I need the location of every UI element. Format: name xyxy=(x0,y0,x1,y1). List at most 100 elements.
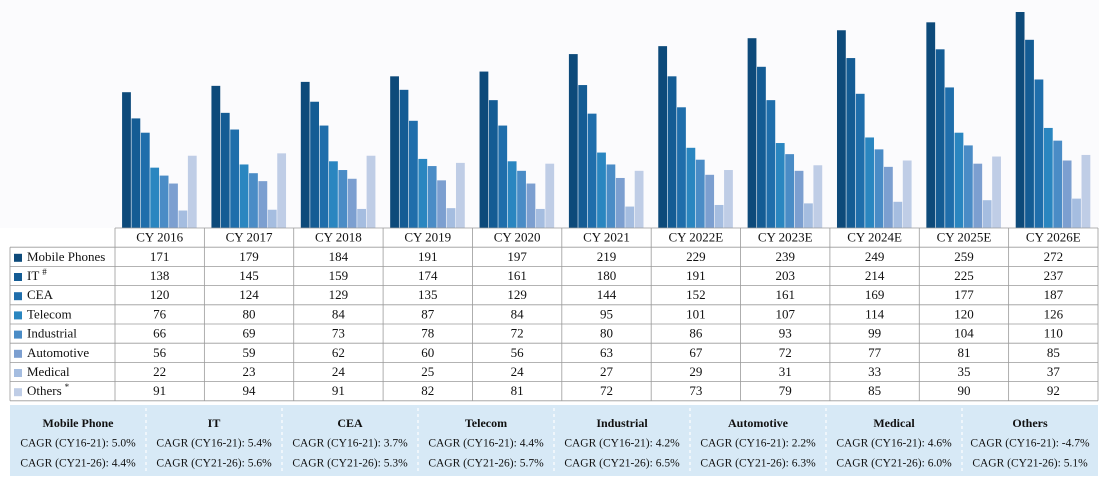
bar xyxy=(319,125,329,228)
table-value: 94 xyxy=(243,383,257,398)
table-value: 138 xyxy=(150,268,170,283)
cagr-line: CAGR (CY16-21): -4.7% xyxy=(970,438,1090,450)
legend-label: Others * xyxy=(27,382,70,398)
cagr-title: Automotive xyxy=(728,416,789,430)
legend-swatch xyxy=(14,330,22,339)
table-value: 144 xyxy=(597,287,617,302)
table-value: 35 xyxy=(957,364,970,379)
bar xyxy=(140,132,150,228)
table-value: 81 xyxy=(511,383,524,398)
bar xyxy=(945,87,954,228)
bar xyxy=(427,166,437,228)
cagr-title: Industrial xyxy=(596,416,648,430)
bar xyxy=(954,132,964,228)
bar xyxy=(357,208,367,228)
bar xyxy=(775,143,785,228)
cagr-line: CAGR (CY21-26): 5.1% xyxy=(972,458,1088,470)
bar xyxy=(714,204,724,228)
bar xyxy=(855,93,865,228)
bar xyxy=(926,22,936,228)
bar xyxy=(545,163,555,228)
bar xyxy=(615,177,625,228)
bar xyxy=(517,170,526,228)
table-value: 191 xyxy=(686,268,706,283)
bar xyxy=(258,181,268,228)
bar xyxy=(446,208,456,228)
cagr-line: CAGR (CY16-21): 2.2% xyxy=(700,438,816,450)
bar xyxy=(992,156,1001,228)
legend-label: Medical xyxy=(27,364,70,379)
bar xyxy=(249,173,258,228)
bar xyxy=(677,107,686,228)
legend-label: Mobile Phones xyxy=(27,249,105,264)
bar xyxy=(667,76,677,228)
bar xyxy=(169,183,178,228)
bar xyxy=(131,118,141,228)
table-value: 79 xyxy=(779,383,792,398)
bar xyxy=(310,101,320,228)
table-value: 152 xyxy=(686,287,706,302)
table-value: 69 xyxy=(243,326,256,341)
table-value: 191 xyxy=(418,249,438,264)
table-value: 59 xyxy=(243,345,256,360)
bar xyxy=(794,170,804,228)
table-value: 56 xyxy=(153,345,167,360)
table-value: 84 xyxy=(511,306,525,321)
cagr-line: CAGR (CY16-21): 4.4% xyxy=(428,438,544,450)
bar xyxy=(178,210,188,228)
table-value: 120 xyxy=(150,287,170,302)
bar xyxy=(479,71,489,228)
cagr-line: CAGR (CY21-26): 5.6% xyxy=(156,458,272,470)
bar xyxy=(267,209,277,228)
table-value: 179 xyxy=(239,249,259,264)
bar xyxy=(187,155,197,228)
table-value: 31 xyxy=(779,364,792,379)
bar xyxy=(239,164,249,228)
table-value: 203 xyxy=(775,268,795,283)
table-value: 67 xyxy=(689,345,703,360)
table-value: 120 xyxy=(954,306,974,321)
table-value: 259 xyxy=(954,249,974,264)
bar xyxy=(813,165,823,228)
bar xyxy=(724,170,733,228)
bar xyxy=(122,92,131,229)
bar xyxy=(785,154,795,228)
bar xyxy=(982,200,992,228)
legend-swatch xyxy=(14,273,22,281)
x-tick-label: CY 2019 xyxy=(404,230,451,245)
table-value: 72 xyxy=(779,345,792,360)
bar xyxy=(963,145,973,228)
table-value: 85 xyxy=(868,383,881,398)
table-value: 177 xyxy=(954,287,974,302)
cagr-line: CAGR (CY16-21): 4.2% xyxy=(564,438,680,450)
bar xyxy=(366,155,376,228)
table-value: 76 xyxy=(153,306,167,321)
legend-swatch xyxy=(14,349,22,358)
bar xyxy=(757,66,766,228)
table-value: 90 xyxy=(957,383,970,398)
table-value: 197 xyxy=(507,249,527,264)
cagr-title: Others xyxy=(1012,416,1048,430)
cagr-line: CAGR (CY21-26): 6.5% xyxy=(564,458,680,470)
table-value: 25 xyxy=(421,364,434,379)
bar xyxy=(597,152,606,228)
bar xyxy=(1072,198,1081,228)
table-value: 80 xyxy=(600,326,613,341)
bar xyxy=(883,166,893,228)
table-value: 93 xyxy=(779,326,792,341)
bar xyxy=(338,170,348,228)
table-value: 180 xyxy=(597,268,617,283)
cagr-title: CEA xyxy=(337,416,363,430)
table-value: 29 xyxy=(689,364,702,379)
table-value: 60 xyxy=(421,345,434,360)
table-value: 24 xyxy=(511,364,525,379)
table-value: 184 xyxy=(329,249,349,264)
bar xyxy=(874,149,884,228)
cagr-line: CAGR (CY16-21): 3.7% xyxy=(292,438,408,450)
table-value: 66 xyxy=(153,326,167,341)
table-value: 37 xyxy=(1047,364,1061,379)
table-value: 214 xyxy=(865,268,885,283)
table-value: 91 xyxy=(332,383,345,398)
bar xyxy=(695,159,705,228)
table-value: 84 xyxy=(332,306,346,321)
